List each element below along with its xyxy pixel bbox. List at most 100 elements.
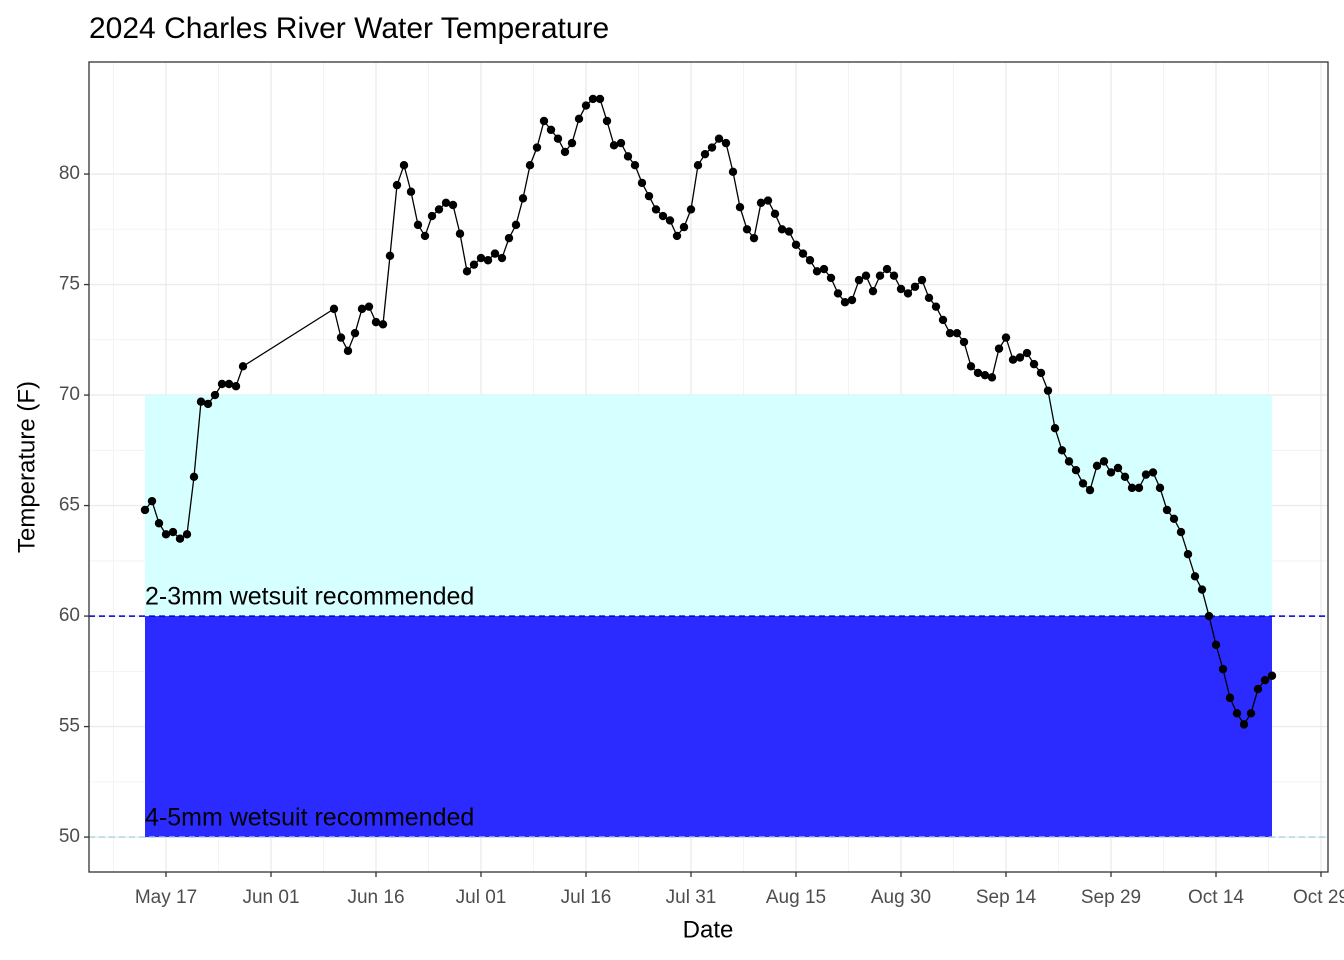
data-point: [189, 472, 199, 482]
data-point: [882, 264, 892, 274]
data-point: [371, 317, 381, 327]
data-point: [875, 271, 885, 280]
panel-border: [88, 61, 1329, 873]
data-point: [623, 152, 633, 161]
data-point: [175, 534, 185, 543]
data-point: [966, 362, 976, 371]
data-point: [1141, 470, 1151, 479]
band-label: 4-5mm wetsuit recommended: [145, 804, 474, 832]
data-point: [413, 220, 423, 230]
data-point: [840, 298, 850, 307]
data-point: [910, 282, 920, 291]
data-point: [336, 333, 346, 342]
y-tick-label: 75: [59, 274, 80, 295]
x-tick-label: Jun 16: [347, 887, 404, 908]
data-point: [483, 256, 493, 265]
data-point: [777, 225, 787, 234]
data-point: [1001, 333, 1011, 342]
data-point: [1106, 468, 1116, 477]
data-point: [203, 399, 213, 409]
data-point: [147, 496, 157, 506]
data-point: [1183, 549, 1193, 559]
data-point: [1225, 693, 1235, 703]
data-point: [168, 527, 178, 537]
data-point: [217, 379, 227, 389]
data-point: [770, 209, 780, 219]
data-point: [525, 161, 535, 170]
data-point: [1120, 472, 1130, 482]
data-point: [231, 382, 241, 391]
y-tick-label: 65: [59, 495, 80, 516]
data-point: [574, 114, 584, 123]
data-point: [609, 141, 619, 150]
data-point: [700, 149, 710, 159]
data-point: [511, 220, 521, 230]
data-point: [686, 205, 696, 214]
x-tick-label: Jun 01: [242, 887, 299, 908]
data-point: [994, 344, 1004, 353]
data-point: [889, 271, 899, 280]
x-tick-label: Jul 16: [561, 887, 612, 908]
data-point: [476, 253, 486, 263]
data-point: [616, 138, 626, 148]
data-point: [602, 116, 612, 126]
data-point: [238, 362, 248, 371]
data-point: [385, 251, 395, 261]
x-tick-label: Jul 01: [456, 887, 507, 908]
data-point: [154, 519, 164, 528]
data-point: [182, 530, 192, 539]
data-point: [1113, 463, 1123, 473]
data-point: [714, 134, 724, 143]
data-point: [469, 260, 479, 269]
data-point: [595, 94, 605, 104]
data-point: [728, 167, 738, 177]
data-point: [497, 253, 507, 263]
data-point: [1260, 675, 1270, 685]
data-point: [1099, 457, 1109, 466]
data-point: [931, 302, 941, 311]
data-point: [427, 211, 437, 221]
data-point: [1246, 709, 1256, 718]
x-tick-label: Aug 15: [766, 887, 826, 908]
data-point: [1064, 457, 1074, 466]
data-point: [959, 337, 969, 347]
data-point: [1162, 505, 1172, 515]
data-point: [1057, 446, 1067, 455]
data-point: [1127, 483, 1137, 493]
data-point: [1092, 461, 1102, 470]
data-point: [1036, 368, 1046, 378]
data-point: [420, 231, 430, 241]
data-point: [343, 346, 353, 356]
data-point: [903, 289, 913, 298]
data-point: [357, 304, 367, 314]
x-tick-label: Oct 29: [1293, 887, 1344, 908]
data-point: [378, 320, 388, 329]
data-point: [1239, 720, 1249, 729]
data-point: [196, 397, 206, 406]
x-tick-label: Oct 14: [1188, 887, 1244, 908]
band-label: 2-3mm wetsuit recommended: [145, 583, 474, 611]
data-point: [819, 264, 829, 274]
data-point: [455, 229, 465, 238]
data-point: [210, 390, 220, 400]
data-point: [588, 94, 598, 104]
data-point: [721, 138, 731, 148]
data-point: [1134, 483, 1144, 493]
data-point: [805, 256, 815, 265]
data-point: [973, 368, 983, 378]
data-point: [1008, 355, 1018, 364]
data-point: [1015, 353, 1025, 362]
data-point: [938, 315, 948, 325]
data-point: [1050, 424, 1060, 433]
chart-title: 2024 Charles River Water Temperature: [89, 12, 609, 45]
data-point: [140, 505, 150, 515]
data-point: [651, 205, 661, 214]
data-point: [462, 267, 472, 276]
data-point: [812, 267, 822, 276]
data-point: [868, 286, 878, 296]
data-point: [672, 231, 682, 241]
data-point: [1211, 640, 1221, 650]
data-point: [707, 143, 717, 152]
